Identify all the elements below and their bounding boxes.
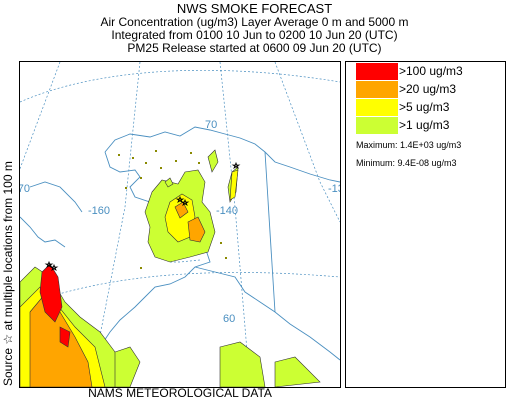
- lon-label-160: -160: [88, 205, 110, 217]
- lon-label-140: -140: [216, 205, 238, 217]
- lat-label-70: 70: [205, 119, 217, 131]
- legend-swatch-lime: [356, 117, 398, 134]
- legend-item-20: >20 ug/m3: [356, 81, 496, 98]
- smoke-map: 70 60 -170 -160 -140 -130: [20, 62, 340, 387]
- lon-label-130: -130: [328, 183, 340, 195]
- release-info: PM25 Release started at 0600 09 Jun 20 (…: [127, 41, 382, 55]
- legend-label: >100 ug/m3: [399, 64, 463, 78]
- chart-title: NWS SMOKE FORECAST: [176, 1, 333, 16]
- meteorological-data-label: NAMS METEOROLOGICAL DATA: [88, 386, 272, 400]
- legend-item-1: >1 ug/m3: [356, 117, 496, 134]
- source-axis-label: Source ☆ at multiple locations from 100 …: [1, 161, 15, 386]
- legend-label: >1 ug/m3: [399, 118, 450, 132]
- smoke-plume-southwest: [20, 263, 321, 387]
- lon-label-170: -170: [20, 183, 30, 195]
- legend-item-5: >5 ug/m3: [356, 99, 496, 116]
- concentration-subtitle: Air Concentration (ug/m3) Layer Average …: [100, 15, 409, 29]
- secondary-border: [170, 259, 201, 263]
- integration-period: Integrated from 0100 10 Jun to 0200 10 J…: [111, 28, 398, 42]
- legend-swatch-orange: [356, 81, 398, 98]
- legend-label: >5 ug/m3: [399, 100, 450, 114]
- graticule: [20, 62, 340, 387]
- smoke-plume-interior: [144, 149, 239, 263]
- maximum-value: Maximum: 1.4E+03 ug/m3: [356, 140, 462, 150]
- border-line: [264, 151, 276, 313]
- legend-swatch-yellow: [356, 99, 398, 116]
- legend-panel: >100 ug/m3 >20 ug/m3 >5 ug/m3 >1 ug/m3 M…: [345, 61, 506, 388]
- legend-item-100: >100 ug/m3: [356, 63, 496, 80]
- smoke-dots: [118, 150, 227, 269]
- source-markers: [44, 161, 241, 271]
- lat-label-60: 60: [223, 313, 235, 325]
- legend-label: >20 ug/m3: [399, 82, 457, 96]
- legend-swatch-red: [356, 63, 398, 80]
- smoke-plume-yukon: [229, 169, 239, 201]
- map-panel: 70 60 -170 -160 -140 -130: [19, 61, 341, 388]
- minimum-value: Minimum: 9.4E-08 ug/m3: [356, 158, 457, 168]
